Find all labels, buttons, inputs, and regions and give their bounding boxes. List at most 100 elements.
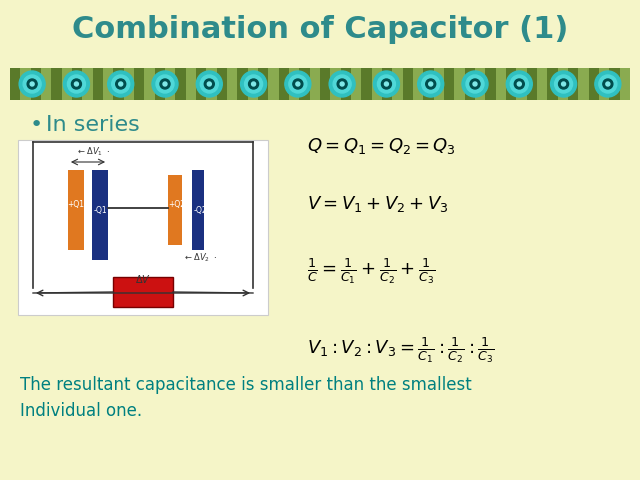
Circle shape bbox=[462, 71, 488, 97]
Text: Combination of Capacitor (1): Combination of Capacitor (1) bbox=[72, 15, 568, 45]
Bar bbox=[196, 68, 206, 100]
Bar bbox=[537, 68, 547, 100]
Bar bbox=[485, 68, 495, 100]
Bar bbox=[20, 68, 31, 100]
Bar bbox=[124, 68, 134, 100]
Circle shape bbox=[116, 79, 125, 89]
Bar bbox=[599, 68, 609, 100]
Circle shape bbox=[506, 71, 532, 97]
Circle shape bbox=[510, 75, 528, 93]
Text: -Q2: -Q2 bbox=[193, 205, 207, 215]
Bar bbox=[300, 68, 310, 100]
Text: $Q = Q_1 = Q_2 = Q_3$: $Q = Q_1 = Q_2 = Q_3$ bbox=[307, 136, 456, 156]
Bar bbox=[51, 68, 61, 100]
Circle shape bbox=[160, 79, 170, 89]
Bar bbox=[61, 68, 72, 100]
Bar bbox=[175, 68, 186, 100]
Bar bbox=[382, 68, 392, 100]
Bar bbox=[72, 68, 83, 100]
Circle shape bbox=[373, 71, 399, 97]
Circle shape bbox=[200, 75, 218, 93]
Circle shape bbox=[550, 71, 577, 97]
Circle shape bbox=[599, 75, 617, 93]
Bar bbox=[454, 68, 465, 100]
Bar bbox=[68, 170, 84, 250]
Text: In series: In series bbox=[46, 115, 140, 135]
Circle shape bbox=[72, 79, 81, 89]
Circle shape bbox=[333, 75, 351, 93]
Text: $\leftarrow \Delta V_1\ \cdot$: $\leftarrow \Delta V_1\ \cdot$ bbox=[76, 146, 110, 158]
Circle shape bbox=[23, 75, 41, 93]
Circle shape bbox=[27, 79, 37, 89]
Bar bbox=[227, 68, 237, 100]
Circle shape bbox=[152, 71, 178, 97]
Bar bbox=[155, 68, 165, 100]
Bar bbox=[579, 68, 589, 100]
Bar bbox=[278, 68, 289, 100]
Bar bbox=[475, 68, 485, 100]
Circle shape bbox=[422, 75, 440, 93]
Bar bbox=[134, 68, 145, 100]
Bar bbox=[620, 68, 630, 100]
Bar bbox=[310, 68, 320, 100]
Circle shape bbox=[207, 82, 211, 86]
Text: The resultant capacitance is smaller than the smallest
Individual one.: The resultant capacitance is smaller tha… bbox=[20, 376, 472, 420]
Circle shape bbox=[385, 82, 388, 86]
Circle shape bbox=[429, 82, 433, 86]
Circle shape bbox=[112, 75, 130, 93]
Bar bbox=[568, 68, 579, 100]
Text: $V = V_1 + V_2 + V_3$: $V = V_1 + V_2 + V_3$ bbox=[307, 194, 449, 214]
Bar bbox=[268, 68, 278, 100]
Circle shape bbox=[241, 71, 267, 97]
Text: $V_1 : V_2 : V_3 = \frac{1}{C_1} : \frac{1}{C_2} : \frac{1}{C_3}$: $V_1 : V_2 : V_3 = \frac{1}{C_1} : \frac… bbox=[307, 336, 495, 365]
Text: +Q2: +Q2 bbox=[168, 201, 186, 209]
Circle shape bbox=[74, 82, 79, 86]
Bar bbox=[18, 140, 268, 315]
Bar bbox=[93, 68, 103, 100]
Circle shape bbox=[19, 71, 45, 97]
Bar bbox=[192, 170, 204, 250]
Circle shape bbox=[603, 79, 613, 89]
Circle shape bbox=[473, 82, 477, 86]
Text: +Q1: +Q1 bbox=[67, 201, 84, 209]
Circle shape bbox=[30, 82, 34, 86]
Bar bbox=[92, 170, 108, 260]
Circle shape bbox=[108, 71, 134, 97]
Bar bbox=[83, 68, 93, 100]
Circle shape bbox=[418, 71, 444, 97]
Circle shape bbox=[289, 75, 307, 93]
Bar bbox=[413, 68, 423, 100]
Circle shape bbox=[561, 82, 566, 86]
Text: -Q1: -Q1 bbox=[93, 205, 107, 215]
Bar bbox=[41, 68, 51, 100]
Bar bbox=[465, 68, 475, 100]
Bar bbox=[423, 68, 434, 100]
Bar bbox=[113, 68, 124, 100]
Bar bbox=[186, 68, 196, 100]
Bar bbox=[165, 68, 175, 100]
Bar bbox=[248, 68, 258, 100]
Circle shape bbox=[163, 82, 167, 86]
Bar bbox=[495, 68, 506, 100]
Circle shape bbox=[63, 71, 90, 97]
Text: $\Delta V$: $\Delta V$ bbox=[135, 273, 151, 285]
Bar bbox=[237, 68, 248, 100]
Bar bbox=[372, 68, 382, 100]
Circle shape bbox=[470, 79, 480, 89]
Circle shape bbox=[156, 75, 174, 93]
Circle shape bbox=[196, 71, 222, 97]
Bar bbox=[434, 68, 444, 100]
Circle shape bbox=[381, 79, 392, 89]
Circle shape bbox=[252, 82, 255, 86]
Text: $\leftarrow \Delta V_2\ \cdot$: $\leftarrow \Delta V_2\ \cdot$ bbox=[183, 252, 217, 264]
Circle shape bbox=[329, 71, 355, 97]
Bar bbox=[362, 68, 372, 100]
Circle shape bbox=[340, 82, 344, 86]
Circle shape bbox=[204, 79, 214, 89]
Bar bbox=[403, 68, 413, 100]
Circle shape bbox=[244, 75, 262, 93]
Bar bbox=[31, 68, 41, 100]
Circle shape bbox=[466, 75, 484, 93]
Bar bbox=[351, 68, 362, 100]
Bar bbox=[103, 68, 113, 100]
